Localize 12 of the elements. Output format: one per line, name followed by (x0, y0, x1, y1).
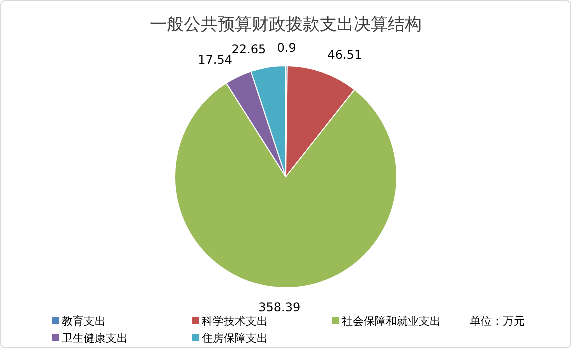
data-label: 22.65 (232, 42, 266, 57)
text: 单位：万元 (470, 314, 525, 328)
data-label: 46.51 (328, 48, 362, 62)
data-label: 0.9 (277, 41, 296, 56)
chart-title: 一般公共预算财政拨款支出决算结构 (150, 15, 422, 35)
legend-label: 卫生健康支出 (62, 332, 128, 345)
legend-label: 社会保障和就业支出 (342, 314, 441, 328)
legend-label: 住房保障支出 (202, 332, 268, 345)
legend-label: 教育支出 (62, 314, 106, 328)
data-label: 17.54 (198, 53, 232, 68)
legend-label: 科学技术支出 (202, 314, 268, 328)
data-label: 358.39 (258, 300, 301, 314)
